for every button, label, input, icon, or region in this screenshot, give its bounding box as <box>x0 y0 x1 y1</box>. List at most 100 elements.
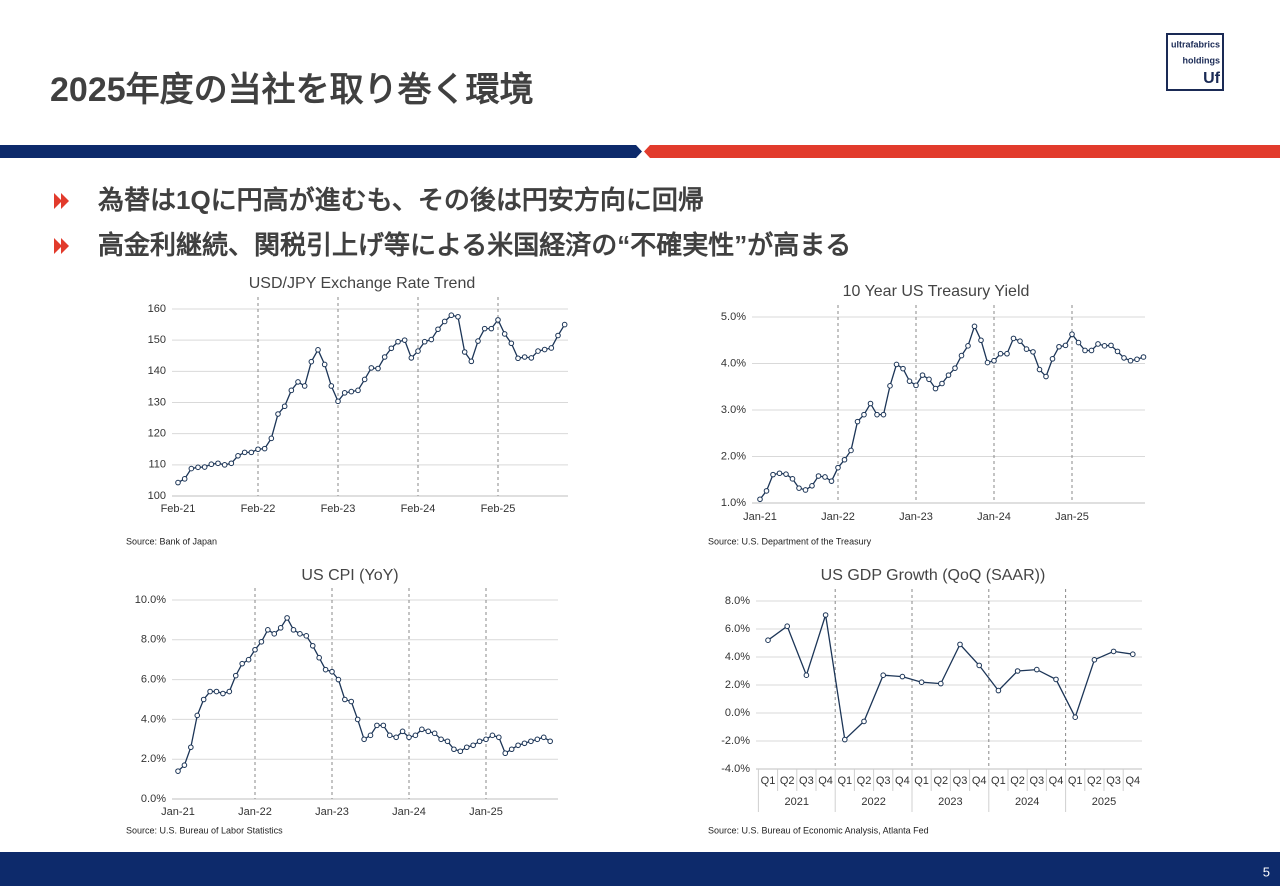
data-point <box>201 464 208 470</box>
bullet-icon <box>54 193 69 209</box>
data-point <box>809 482 815 489</box>
data-point <box>496 734 502 741</box>
data-point <box>406 734 412 741</box>
data-point <box>1134 356 1140 363</box>
data-point <box>309 642 316 649</box>
y-tick-label: 2.0% <box>725 679 750 691</box>
data-point <box>978 337 984 344</box>
x-tick-label: Jan-21 <box>161 806 195 818</box>
data-point <box>476 738 483 745</box>
data-point <box>995 687 1002 694</box>
y-tick-label: 2.0% <box>721 450 746 462</box>
data-point <box>412 732 419 739</box>
data-point <box>438 736 444 743</box>
data-point <box>952 365 958 371</box>
data-point <box>854 418 861 425</box>
data-point <box>175 479 181 486</box>
data-point <box>835 464 841 471</box>
data-point <box>200 696 207 703</box>
data-point <box>1049 356 1056 362</box>
data-point <box>540 734 547 741</box>
x-tick-label: Feb-23 <box>321 503 356 515</box>
data-point <box>789 476 796 482</box>
x-tick-label: Q1 <box>1068 775 1083 787</box>
data-point <box>386 732 393 739</box>
logo: ultrafabrics holdings Uf <box>1166 33 1224 91</box>
data-point <box>483 736 489 743</box>
x-tick-label: Q2 <box>857 775 872 787</box>
y-tick-label: 130 <box>148 396 166 408</box>
data-point <box>1121 355 1127 361</box>
data-point <box>444 738 451 745</box>
data-point <box>828 478 835 484</box>
data-point <box>275 411 281 417</box>
data-point <box>880 672 887 679</box>
data-point <box>997 350 1004 357</box>
data-point <box>957 641 963 648</box>
data-point <box>316 654 322 661</box>
x-tick-label: Feb-22 <box>241 503 276 515</box>
y-tick-label: 3.0% <box>721 404 746 416</box>
x-tick-label: Q4 <box>818 775 833 787</box>
footer-bar <box>0 852 1280 886</box>
data-point <box>765 637 771 644</box>
x-tick-label: Q2 <box>780 775 795 787</box>
data-point <box>489 732 496 739</box>
data-point <box>380 722 387 729</box>
y-tick-label: 1.0% <box>721 497 746 509</box>
data-point <box>475 338 481 344</box>
data-point <box>528 738 534 745</box>
x-tick-label: Feb-21 <box>161 503 196 515</box>
header-bar-red <box>644 145 1280 158</box>
logo-frame <box>1166 33 1224 91</box>
data-point <box>367 732 374 739</box>
x-tick-label: Q1 <box>761 775 776 787</box>
x-tick-label: Jan-24 <box>977 511 1011 523</box>
x-group-label: 2022 <box>861 796 885 808</box>
data-point <box>354 716 361 723</box>
chart-title: 10 Year US Treasury Yield <box>843 283 1030 300</box>
data-point <box>1030 349 1036 355</box>
data-point <box>226 688 233 695</box>
data-point <box>521 740 528 747</box>
y-tick-label: 0.0% <box>141 793 166 805</box>
data-point <box>297 631 303 637</box>
data-point <box>926 376 932 383</box>
data-point <box>388 345 395 352</box>
data-point <box>958 352 965 359</box>
data-point <box>776 470 783 477</box>
data-point <box>528 355 535 361</box>
data-point <box>277 625 284 631</box>
data-point <box>841 456 848 463</box>
x-tick-label: Jan-23 <box>899 511 933 523</box>
x-tick-label: Jan-21 <box>743 511 777 523</box>
data-point <box>213 688 220 695</box>
x-tick-label: Q1 <box>914 775 929 787</box>
y-tick-label: 6.0% <box>725 623 750 635</box>
data-point <box>1108 342 1114 349</box>
x-tick-label: Jan-24 <box>392 806 426 818</box>
data-point <box>181 762 188 768</box>
data-point <box>1082 347 1088 354</box>
data-point <box>547 738 553 745</box>
data-point <box>328 383 335 389</box>
data-point <box>1075 339 1082 346</box>
data-point <box>848 447 854 454</box>
data-point <box>265 627 271 633</box>
y-tick-label: 5.0% <box>721 311 746 323</box>
data-point <box>893 361 900 368</box>
data-point <box>421 338 428 345</box>
x-tick-label: Q4 <box>972 775 987 787</box>
data-point <box>321 361 328 368</box>
data-point <box>448 312 455 319</box>
data-point <box>341 390 348 396</box>
data-point <box>1062 342 1069 349</box>
data-point <box>288 387 295 394</box>
data-point <box>1114 348 1121 355</box>
data-point <box>415 348 421 354</box>
data-point <box>965 343 971 349</box>
data-point <box>906 378 913 384</box>
y-tick-label: -2.0% <box>721 735 750 747</box>
y-tick-label: 160 <box>148 303 166 315</box>
